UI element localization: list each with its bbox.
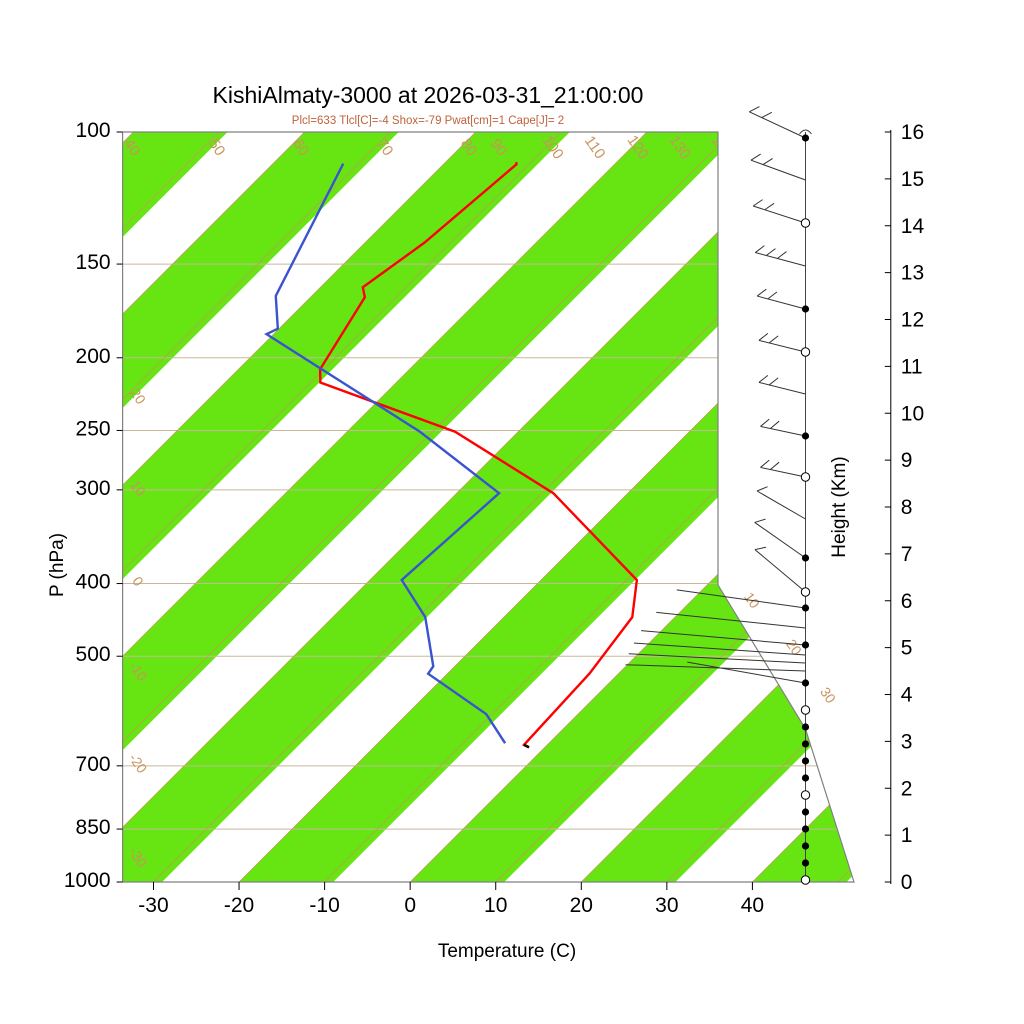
svg-text:150: 150 bbox=[752, 132, 780, 162]
svg-text:250: 250 bbox=[76, 417, 111, 440]
svg-text:3: 3 bbox=[901, 730, 913, 753]
svg-text:30: 30 bbox=[724, 208, 747, 231]
svg-text:0: 0 bbox=[404, 894, 416, 917]
svg-text:10: 10 bbox=[484, 894, 507, 917]
svg-text:-20: -20 bbox=[224, 894, 254, 917]
svg-text:-30: -30 bbox=[138, 894, 168, 917]
svg-text:30: 30 bbox=[655, 894, 678, 917]
svg-text:10: 10 bbox=[724, 408, 747, 431]
svg-text:11: 11 bbox=[901, 355, 923, 378]
svg-text:15: 15 bbox=[901, 168, 924, 191]
svg-text:2: 2 bbox=[901, 777, 913, 800]
svg-text:1: 1 bbox=[901, 824, 913, 847]
svg-text:-10: -10 bbox=[309, 894, 339, 917]
svg-text:200: 200 bbox=[76, 345, 111, 368]
svg-text:6: 6 bbox=[901, 590, 913, 613]
svg-text:0: 0 bbox=[901, 871, 913, 894]
svg-text:Plcl=633 Tlcl[C]=-4 Shox=-79 P: Plcl=633 Tlcl[C]=-4 Shox=-79 Pwat[cm]=1 … bbox=[292, 115, 564, 127]
svg-text:Height (Km): Height (Km) bbox=[829, 456, 850, 557]
svg-text:150: 150 bbox=[76, 251, 111, 274]
svg-text:20: 20 bbox=[724, 308, 747, 331]
svg-text:850: 850 bbox=[76, 816, 111, 839]
svg-text:13: 13 bbox=[901, 262, 924, 285]
svg-text:400: 400 bbox=[76, 571, 111, 594]
svg-text:100: 100 bbox=[76, 119, 111, 142]
svg-text:9: 9 bbox=[901, 449, 913, 472]
svg-text:8: 8 bbox=[901, 496, 913, 519]
svg-text:4: 4 bbox=[901, 684, 913, 707]
svg-text:16: 16 bbox=[901, 121, 924, 144]
svg-text:KishiAlmaty-3000 at 2026-03-31: KishiAlmaty-3000 at 2026-03-31_21:00:00 bbox=[213, 82, 644, 108]
svg-text:5: 5 bbox=[901, 637, 913, 660]
svg-text:14: 14 bbox=[901, 215, 925, 238]
svg-text:10: 10 bbox=[901, 402, 924, 425]
svg-text:20: 20 bbox=[570, 894, 593, 917]
svg-text:40: 40 bbox=[741, 894, 764, 917]
svg-text:12: 12 bbox=[901, 309, 924, 332]
svg-text:30: 30 bbox=[817, 684, 839, 706]
svg-text:700: 700 bbox=[76, 753, 111, 776]
svg-text:1000: 1000 bbox=[64, 869, 111, 892]
svg-text:Temperature (C): Temperature (C) bbox=[438, 941, 576, 962]
svg-text:500: 500 bbox=[76, 643, 111, 666]
svg-text:300: 300 bbox=[76, 477, 111, 500]
svg-text:P (hPa): P (hPa) bbox=[47, 533, 68, 597]
svg-text:0: 0 bbox=[726, 511, 745, 528]
svg-text:7: 7 bbox=[901, 543, 913, 566]
